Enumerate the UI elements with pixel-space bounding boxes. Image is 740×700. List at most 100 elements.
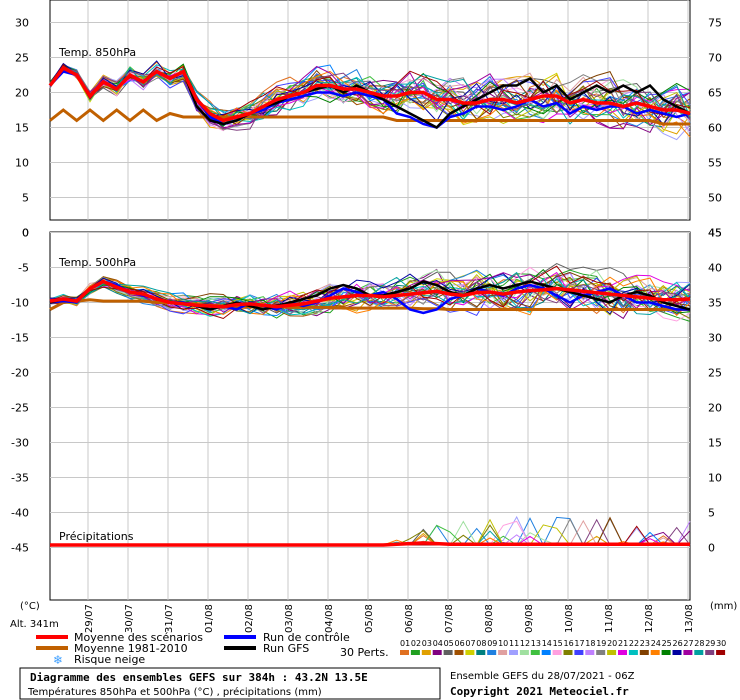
unit-right-label: (mm) xyxy=(710,601,737,612)
footer-box xyxy=(19,667,441,700)
perturbation-number: 21 xyxy=(618,639,628,648)
title-precip: Précipitations xyxy=(59,530,134,543)
perturbation-swatch xyxy=(487,650,497,655)
title-850hpa: Temp. 850hPa xyxy=(58,46,136,59)
series-line-850 xyxy=(49,108,690,126)
y-tick-left-500: 0 xyxy=(22,227,29,240)
x-date-label: 12/08 xyxy=(644,604,655,633)
perturbation-swatch xyxy=(639,650,649,655)
x-date-label: 08/08 xyxy=(484,604,495,633)
perturbation-legend: 01 02 03 04 05 06 07 08 09 10 11 12 13 14 15 16 17 18 19 20… xyxy=(400,639,726,655)
y-tick-left-500: -20 xyxy=(11,367,29,380)
perturbation-line-500 xyxy=(49,276,691,317)
y-tick-right-850: 65 xyxy=(708,87,722,100)
perturbation-swatch xyxy=(661,650,671,655)
perturbation-number: 30 xyxy=(716,639,726,648)
x-date-label: 02/08 xyxy=(244,604,255,633)
perturbation-number: 28 xyxy=(694,639,704,648)
perturbation-swatch xyxy=(628,650,638,655)
x-date-label: 11/08 xyxy=(604,604,615,633)
perturbation-number: 07 xyxy=(465,639,475,648)
perturbation-swatch xyxy=(530,650,540,655)
y-tick-right-850: 75 xyxy=(708,17,722,30)
perturbation-number: 05 xyxy=(444,639,454,648)
perturbation-number: 17 xyxy=(574,639,584,648)
x-date-label: 10/08 xyxy=(564,604,575,633)
legend-label-climatology: Moyenne 1981-2010 xyxy=(74,642,188,655)
perturbation-swatch xyxy=(552,650,562,655)
y-tick-right-500: 25 xyxy=(708,367,722,380)
perturbation-number: 11 xyxy=(509,639,519,648)
y-tick-left-850: 25 xyxy=(15,52,29,65)
perturbation-number: 24 xyxy=(651,639,661,648)
perturbation-number: 10 xyxy=(498,639,508,648)
y-tick-left-500: -45 xyxy=(11,542,29,555)
legend-label-snow: Risque neige xyxy=(74,653,145,666)
y-tick-right-500: 40 xyxy=(708,262,722,275)
legend-label-control: Run de contrôle xyxy=(263,631,350,644)
perturbation-number: 27 xyxy=(683,639,693,648)
perturbation-swatch xyxy=(541,650,551,655)
perturbation-line-500 xyxy=(49,271,691,312)
legend-label-mean: Moyenne des scénarios xyxy=(74,631,203,644)
perturbation-number: 25 xyxy=(662,639,672,648)
legend-label-gfs: Run GFS xyxy=(263,642,309,655)
y-tick-left-850: 30 xyxy=(15,17,29,30)
perturbation-swatch xyxy=(432,650,442,655)
x-date-label: 29/07 xyxy=(84,604,95,633)
perturbation-swatch xyxy=(596,650,606,655)
perturbation-swatch xyxy=(519,650,529,655)
perturbation-number: 15 xyxy=(553,639,563,648)
y-tick-right-850: 60 xyxy=(708,122,722,135)
perturbation-swatch xyxy=(574,650,584,655)
y-tick-left-850: 5 xyxy=(22,192,29,205)
snowflake-icon: ❄ xyxy=(53,653,63,667)
title-500hpa: Temp. 500hPa xyxy=(58,256,136,269)
x-date-label: 01/08 xyxy=(204,604,215,633)
footer-run-info: Ensemble GEFS du 28/07/2021 - 06Z xyxy=(450,671,635,682)
perturbation-number: 14 xyxy=(542,639,552,648)
y-tick-right-500: 30 xyxy=(708,332,722,345)
perturbation-swatch xyxy=(410,650,420,655)
y-tick-left-850: 20 xyxy=(15,87,29,100)
y-tick-left-500: -35 xyxy=(11,472,29,485)
perturbation-number: 29 xyxy=(705,639,715,648)
y-tick-left-850: 10 xyxy=(15,157,29,170)
perturbation-swatch xyxy=(454,650,464,655)
perturbation-swatch xyxy=(694,650,704,655)
perts-count-label: 30 Perts. xyxy=(340,646,389,659)
perturbation-number: 20 xyxy=(607,639,617,648)
y-tick-right-500: 35 xyxy=(708,297,722,310)
x-date-label: 07/08 xyxy=(444,604,455,633)
y-tick-right-500: 45 xyxy=(708,227,722,240)
main-series-lines xyxy=(48,65,691,547)
perturbation-line-500 xyxy=(49,273,691,315)
perturbation-number: 13 xyxy=(531,639,541,648)
y-tick-left-500: -5 xyxy=(18,262,29,275)
perturbation-number: 16 xyxy=(564,639,574,648)
perturbation-swatch xyxy=(443,650,453,655)
y-tick-left-500: -10 xyxy=(11,297,29,310)
perturbation-swatch xyxy=(607,650,617,655)
x-date-label: 09/08 xyxy=(524,604,535,633)
perturbation-line-500 xyxy=(49,273,691,315)
perturbation-swatch xyxy=(705,650,715,655)
perturbation-number: 06 xyxy=(455,639,465,648)
y-tick-left-500: -40 xyxy=(11,507,29,520)
series-line-precip xyxy=(50,541,690,547)
footer-copyright: Copyright 2021 Meteociel.fr xyxy=(450,685,629,698)
x-date-label: 06/08 xyxy=(404,604,415,633)
y-tick-left-500: -30 xyxy=(11,437,29,450)
perturbation-swatch xyxy=(400,650,409,655)
perturbation-swatch xyxy=(618,650,627,655)
perturbation-number: 02 xyxy=(411,639,421,648)
perturbation-line-850 xyxy=(49,64,691,121)
x-date-label: 03/08 xyxy=(284,604,295,633)
y-tick-right-500: 20 xyxy=(708,402,722,415)
y-tick-left-500: -15 xyxy=(11,332,29,345)
perturbation-number: 23 xyxy=(640,639,650,648)
series-line-500 xyxy=(49,279,691,309)
perturbation-swatch xyxy=(672,650,682,655)
